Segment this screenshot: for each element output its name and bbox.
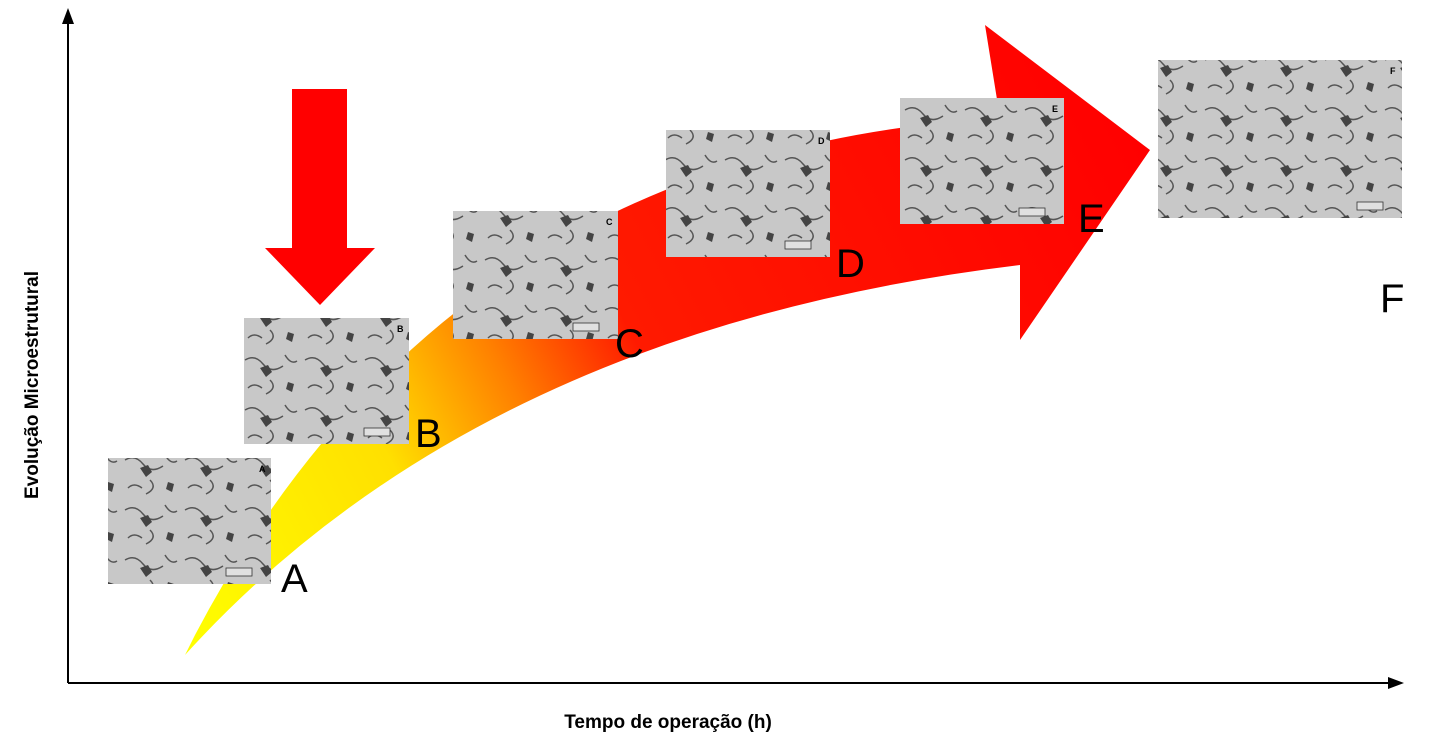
micrograph <box>666 130 830 257</box>
scale-bar <box>1357 202 1383 210</box>
scale-bar <box>226 568 252 576</box>
micrograph <box>108 458 271 584</box>
micrograph-label: C <box>606 217 613 227</box>
down-arrow-head <box>265 248 375 305</box>
micrograph-label: F <box>1390 66 1396 76</box>
micrograph <box>453 211 618 339</box>
down-arrow-shaft <box>292 89 347 249</box>
micrograph <box>900 98 1064 224</box>
x-axis-arrow <box>1388 677 1404 689</box>
y-axis-arrow <box>62 8 74 24</box>
scale-bar <box>785 241 811 249</box>
stage-label: F <box>1380 277 1404 321</box>
micrograph-label: E <box>1052 104 1058 114</box>
x-axis-label: Tempo de operação (h) <box>564 712 772 733</box>
micrograph-label: B <box>397 324 404 334</box>
scale-bar <box>364 428 390 436</box>
micrograph-label: A <box>259 464 266 474</box>
stage-label: C <box>615 322 644 366</box>
y-axis-label: Evolução Microestrutural <box>22 271 43 499</box>
stage-label: A <box>281 557 308 601</box>
diagram: Evolução Microestrutural Tempo de operaç… <box>0 0 1437 741</box>
scale-bar <box>573 323 599 331</box>
stage-label: E <box>1078 197 1105 241</box>
stage-label: B <box>415 412 442 456</box>
scale-bar <box>1019 208 1045 216</box>
micrograph-label: D <box>818 136 825 146</box>
micrograph <box>1158 60 1402 218</box>
micrograph <box>244 318 409 444</box>
stage-label: D <box>836 242 865 286</box>
